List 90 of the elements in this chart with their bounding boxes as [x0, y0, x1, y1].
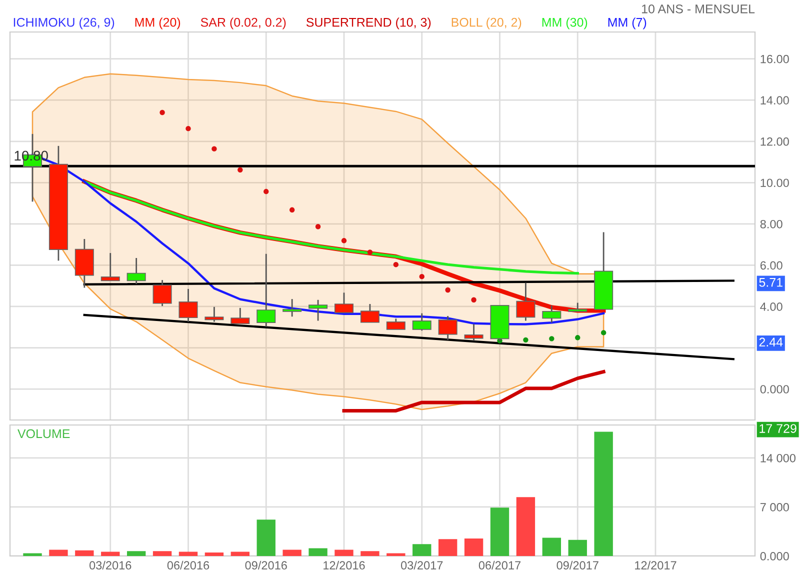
- text: 5.71: [759, 278, 782, 287]
- text: 2.44: [759, 338, 783, 346]
- text: 17 729: [760, 424, 796, 433]
- candlestick: [464, 323, 484, 342]
- bar: [334, 550, 354, 556]
- bar: [23, 553, 42, 556]
- point: [160, 110, 165, 116]
- point: [549, 336, 554, 342]
- y-tick-label: 8.00: [760, 220, 782, 228]
- point: [367, 250, 373, 255]
- bar: [75, 550, 94, 556]
- y-tick-label: 4.00: [760, 302, 782, 311]
- bar: [412, 544, 432, 556]
- chart-title: VOLUME: [18, 429, 70, 438]
- x-tick-label: 03/2016: [90, 560, 132, 570]
- line-series: [342, 370, 606, 412]
- point: [471, 297, 476, 302]
- candlestick: [100, 252, 120, 282]
- text: MM (7): [608, 18, 646, 30]
- candlestick: [412, 312, 432, 332]
- candlestick: [204, 306, 224, 322]
- point: [315, 224, 321, 230]
- line-series: [83, 180, 579, 275]
- bar: [256, 520, 276, 556]
- y-tick-label: 14 000: [760, 454, 796, 462]
- point: [445, 287, 450, 293]
- bar: [360, 551, 380, 556]
- bar: [464, 538, 484, 556]
- candlestick: [308, 299, 328, 322]
- point: [393, 262, 399, 268]
- x-tick-label: 09/2017: [556, 560, 598, 570]
- text: MM (20): [135, 18, 180, 30]
- candlestick: [360, 303, 380, 324]
- point: [212, 146, 217, 152]
- candlestick: [230, 307, 250, 324]
- bar: [101, 552, 120, 556]
- point: [419, 274, 424, 280]
- candlestick: [178, 288, 198, 322]
- candlestick: [386, 318, 406, 330]
- bar: [308, 548, 328, 556]
- y-tick-label: 12.00: [760, 137, 789, 146]
- point: [523, 337, 528, 343]
- y-tick-label: 10.00: [760, 178, 789, 188]
- y-tick-label: 0.000: [760, 385, 789, 394]
- candlestick: [152, 279, 172, 307]
- bar: [438, 539, 458, 556]
- bar: [386, 553, 406, 556]
- bar: [282, 550, 302, 556]
- x-tick-label: 12/2017: [635, 560, 676, 570]
- text: SUPERTREND (10, 3): [306, 18, 431, 30]
- candlestick: [334, 292, 354, 314]
- bar: [178, 552, 198, 556]
- legend-label: BOLL (20, 2): [452, 18, 522, 30]
- bar: [152, 551, 172, 556]
- bar: [594, 432, 613, 556]
- bar: [490, 508, 510, 556]
- y-tick-label: 6.00: [760, 261, 782, 270]
- point: [575, 335, 580, 340]
- point: [186, 126, 191, 132]
- bar: [204, 552, 224, 556]
- bar: [542, 538, 562, 556]
- x-tick-label: 12/2016: [324, 560, 365, 570]
- x-tick-label: 06/2017: [478, 560, 520, 570]
- y-tick-label: 14.00: [760, 96, 789, 104]
- bar: [516, 497, 536, 556]
- x-tick-label: 06/2016: [167, 560, 210, 570]
- text: MM (30): [542, 18, 588, 30]
- legend-label: ICHIMOKU (26, 9): [14, 18, 114, 30]
- candlestick: [438, 315, 458, 341]
- bar: [568, 540, 587, 556]
- y-tick-label: 7 000: [760, 502, 789, 512]
- point: [341, 238, 347, 244]
- point: [238, 167, 243, 172]
- candlestick: [282, 298, 302, 318]
- point: [600, 330, 606, 336]
- point: [289, 207, 295, 212]
- point: [264, 188, 269, 194]
- candlestick: [126, 257, 146, 285]
- text: SAR (0.02, 0.2): [200, 18, 286, 30]
- chart-subtitle: 10 ANS - MENSUEL: [642, 4, 755, 14]
- y-tick-label: 0.000: [760, 552, 789, 560]
- y-tick-label: 16.00: [760, 54, 789, 64]
- candlestick: [542, 304, 562, 324]
- bar: [230, 552, 250, 556]
- candlestick: [516, 282, 536, 322]
- x-tick-label: 09/2016: [245, 560, 287, 570]
- bar: [126, 551, 146, 556]
- bar: [49, 550, 68, 556]
- x-tick-label: 03/2017: [400, 560, 443, 570]
- candlestick: [256, 253, 276, 328]
